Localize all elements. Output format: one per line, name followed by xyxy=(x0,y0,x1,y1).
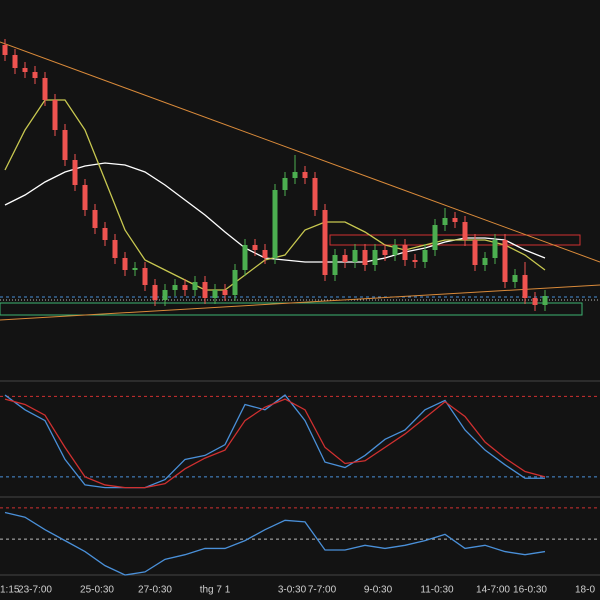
candle-body xyxy=(322,210,328,275)
oscillator-line xyxy=(4,398,546,489)
candle-body xyxy=(442,218,448,225)
candle-body xyxy=(262,250,268,258)
candle-body xyxy=(342,255,348,262)
candle-body xyxy=(92,210,98,228)
candle-body xyxy=(482,258,488,265)
candle-body xyxy=(62,130,68,160)
candle-body xyxy=(332,255,338,275)
candle-body xyxy=(102,228,108,240)
candle-body xyxy=(272,190,278,258)
candle-body xyxy=(392,245,398,255)
candle-body xyxy=(492,240,498,258)
x-tick-label: thg 7 1 xyxy=(200,585,231,596)
candle-body xyxy=(512,275,518,282)
x-tick-label: 14-7:00 xyxy=(476,585,510,596)
candle-body xyxy=(542,296,548,305)
x-tick-label: 27-0:30 xyxy=(138,585,172,596)
candle-body xyxy=(162,290,168,300)
x-tick-label: 3-0:30 xyxy=(278,585,307,596)
candle-body xyxy=(172,285,178,290)
candle-body xyxy=(352,250,358,262)
resistance-box xyxy=(329,234,581,246)
candle-body xyxy=(312,178,318,210)
candle-body xyxy=(192,282,198,290)
x-tick-label: 23-7:00 xyxy=(18,585,52,596)
x-tick-label: 16-0:30 xyxy=(513,585,547,596)
candle-body xyxy=(402,245,408,260)
candle-body xyxy=(502,240,508,282)
grid xyxy=(0,380,600,576)
candle-body xyxy=(202,282,208,298)
candle-body xyxy=(112,240,118,258)
candle-body xyxy=(152,285,158,300)
candle-body xyxy=(142,268,148,285)
candle-body xyxy=(222,290,228,295)
candle-body xyxy=(242,245,248,270)
x-tick-label: 7-7:00 xyxy=(308,585,337,596)
rsi-line xyxy=(4,511,546,576)
candle-body xyxy=(372,250,378,265)
candle-body xyxy=(212,290,218,298)
candle-body xyxy=(522,275,528,298)
candle-body xyxy=(72,160,78,185)
candle-body xyxy=(22,68,28,72)
candle-body xyxy=(232,270,238,295)
candle-body xyxy=(422,250,428,262)
x-tick-label: 11-0:30 xyxy=(420,585,454,596)
x-tick-label: 9-0:30 xyxy=(364,585,393,596)
candle-body xyxy=(412,260,418,262)
candle-body xyxy=(472,240,478,265)
candle-body xyxy=(2,45,8,55)
candle-body xyxy=(132,268,138,270)
candle-body xyxy=(42,78,48,100)
candle-body xyxy=(32,72,38,78)
x-tick-label: 1:15 xyxy=(0,585,20,596)
candle-body xyxy=(382,250,388,255)
x-tick-label: 18-0 xyxy=(575,585,595,596)
candle-body xyxy=(82,185,88,210)
candle-body xyxy=(252,245,258,250)
trend-line xyxy=(0,41,600,263)
candle-body xyxy=(12,55,18,68)
x-tick-label: 25-0:30 xyxy=(80,585,114,596)
candle-body xyxy=(532,298,538,305)
candle-body xyxy=(122,258,128,270)
candle-body xyxy=(362,250,368,265)
candle-body xyxy=(432,225,438,250)
oscillator-line xyxy=(4,394,545,489)
support-box xyxy=(0,302,583,316)
candle-body xyxy=(302,172,308,178)
candle-body xyxy=(282,178,288,190)
candle-body xyxy=(292,172,298,178)
trend-line xyxy=(0,284,600,321)
candle-body xyxy=(452,218,458,222)
candle-body xyxy=(182,285,188,290)
candle-body xyxy=(462,222,468,240)
candle-body xyxy=(52,100,58,130)
